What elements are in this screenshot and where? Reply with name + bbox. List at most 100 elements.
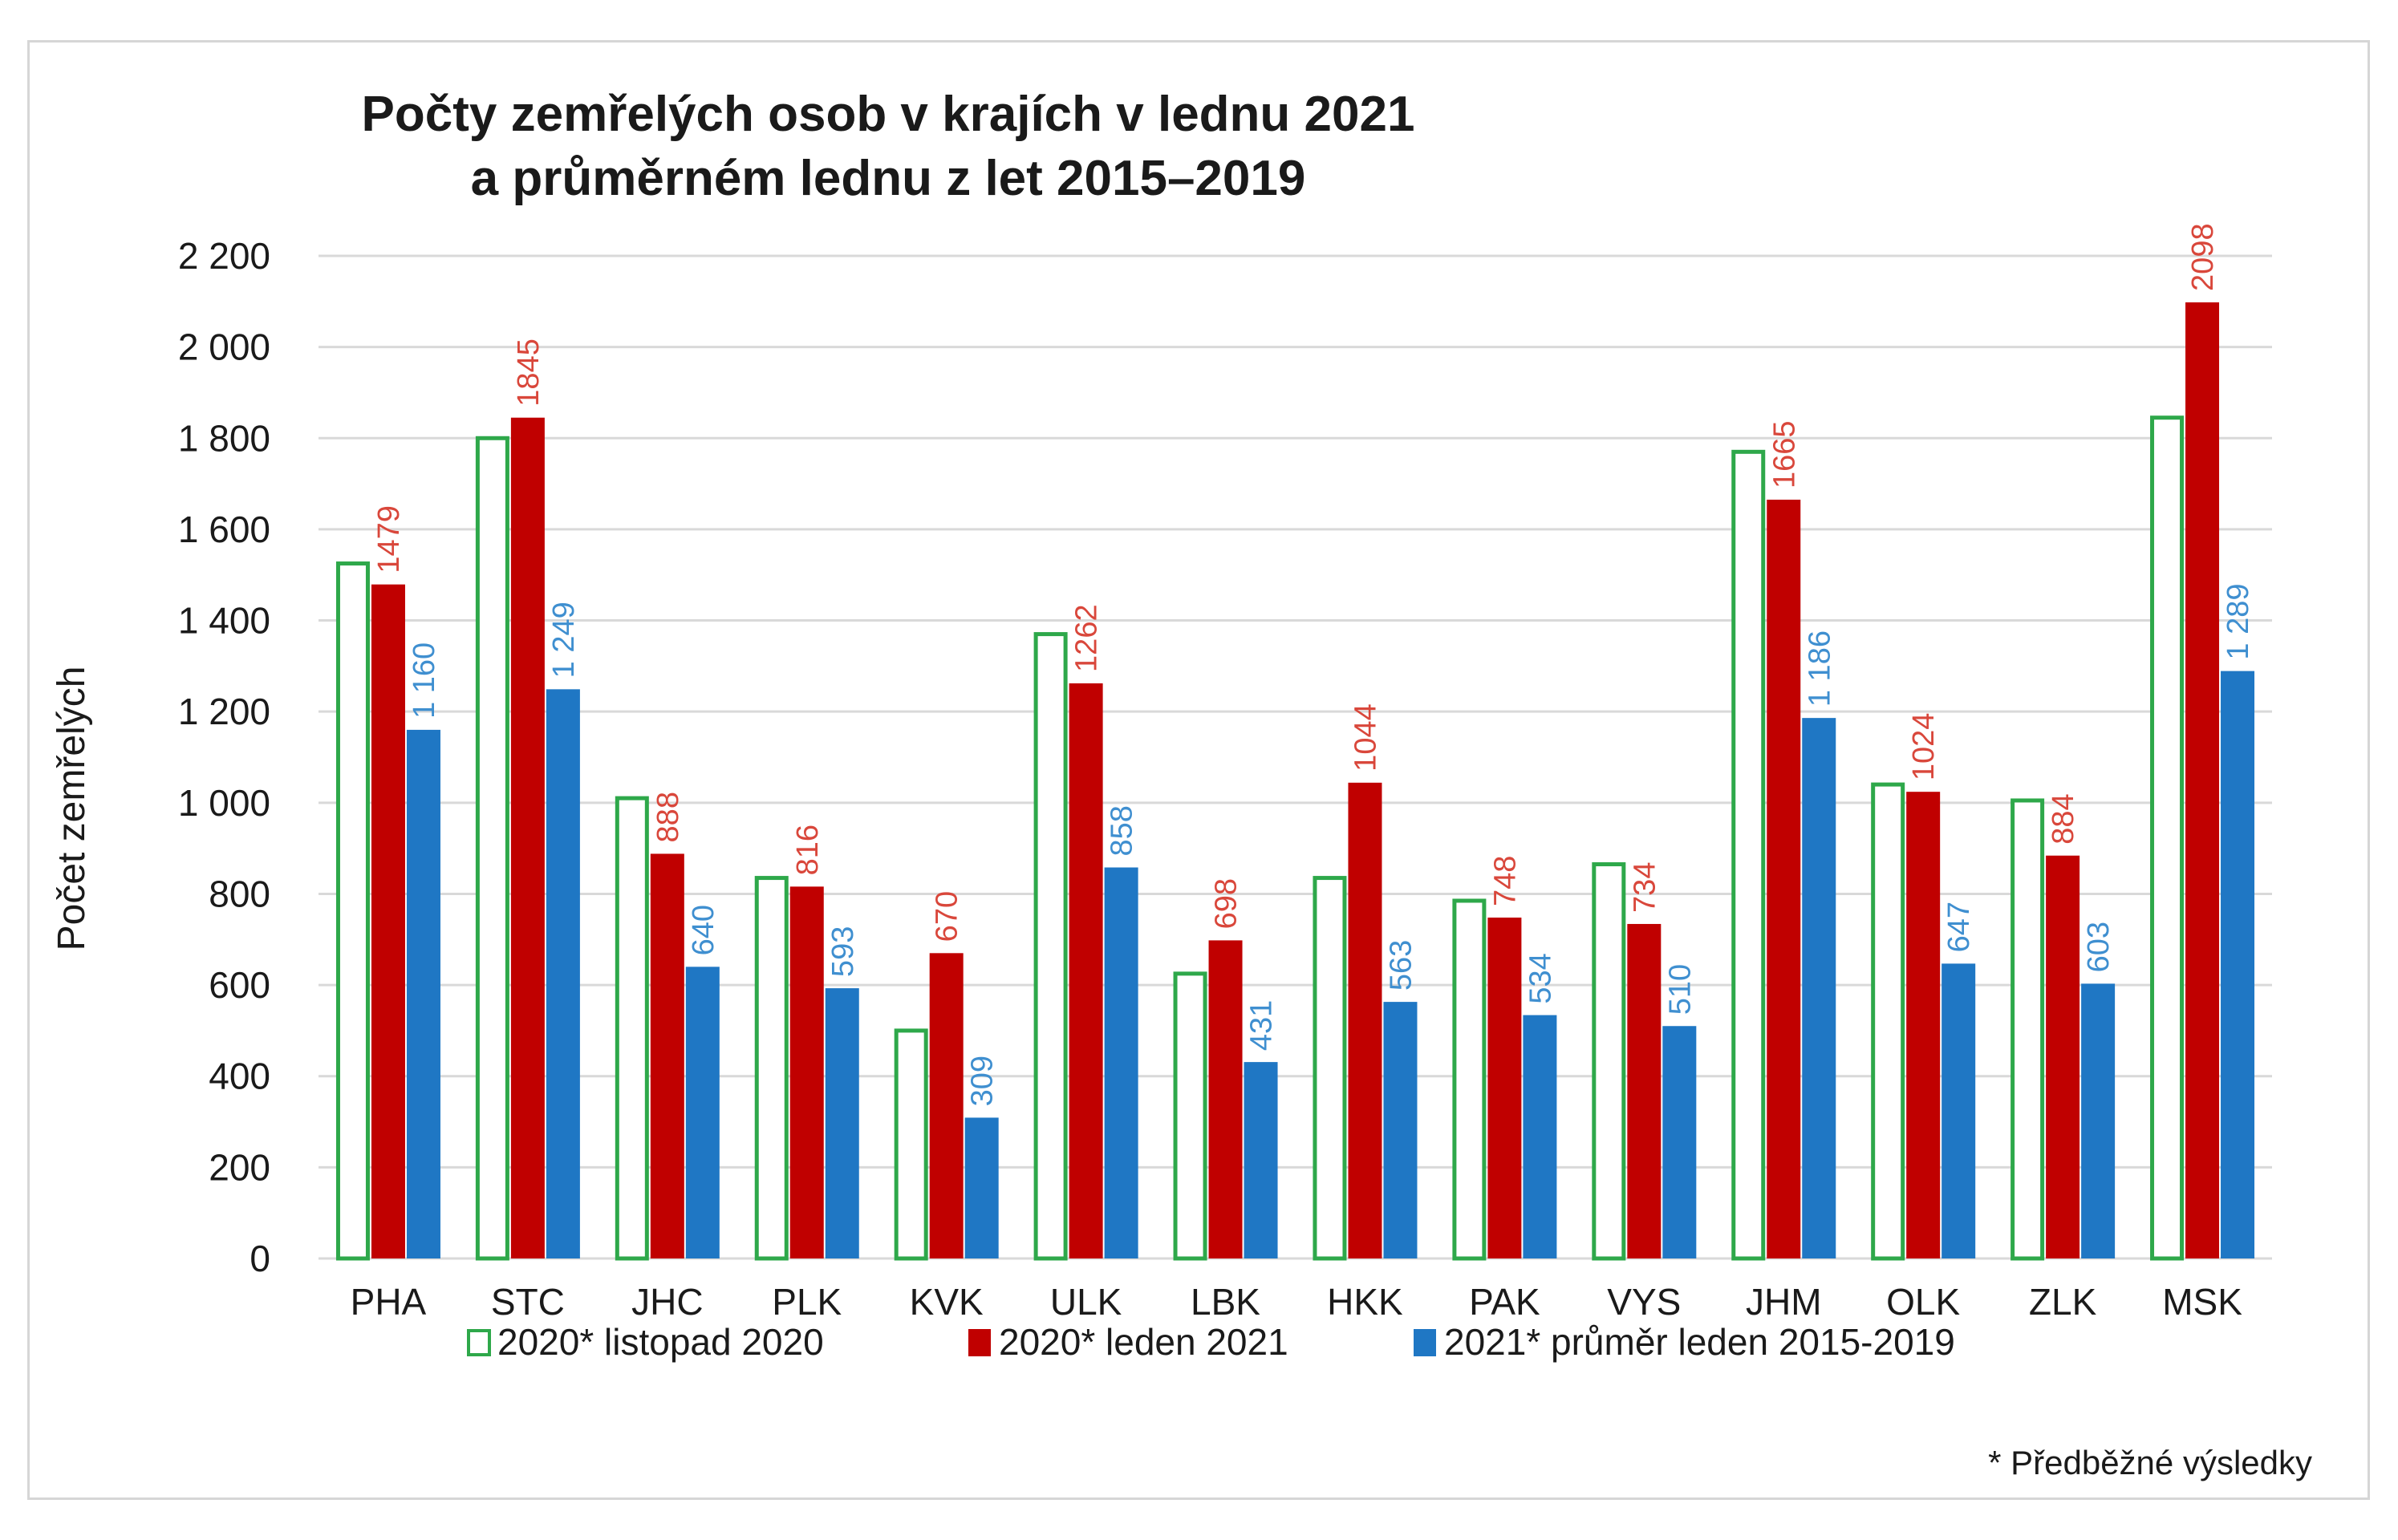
data-label-msk-series-3: 1 289 [2221,584,2255,660]
bar-stc-series-2 [510,417,545,1258]
bar-hkk-series-3 [1383,1002,1418,1258]
bar-kvk-series-3 [964,1117,999,1258]
bar-kvk-series-1 [894,1028,928,1261]
bar-ulk-series-2 [1069,683,1103,1258]
bar-kvk-series-2 [929,953,964,1258]
data-label-hkk-series-2: 1044 [1349,703,1382,772]
legend-swatch-series-3 [1414,1329,1436,1356]
data-label-vys-series-3: 510 [1663,964,1697,1015]
x-category-label: PAK [1469,1281,1540,1323]
data-label-plk-series-3: 593 [826,926,860,977]
data-label-zlk-series-3: 603 [2082,922,2116,972]
bar-msk-series-2 [2185,302,2220,1258]
y-tick-label: 1 800 [178,417,270,459]
y-axis-label: Počet zemřelých [51,667,93,951]
legend-label-series-3: 2021* průměr leden 2015-2019 [1444,1321,1955,1363]
y-tick-label: 1 000 [178,782,270,824]
x-category-label: MSK [2162,1281,2242,1323]
y-axis-ticks: 0 200 400 600 800 1 000 1 200 1 400 1 600 1 800 2 … [178,235,270,1279]
data-label-olk-series-3: 647 [1942,902,1976,952]
y-tick-label: 400 [209,1056,270,1097]
bar-ulk-series-1 [1033,632,1068,1261]
data-label-lbk-series-3: 431 [1245,1000,1279,1051]
x-category-label: VYS [1607,1281,1681,1323]
bar-pak-series-1 [1452,898,1487,1261]
x-category-label: STC [491,1281,565,1323]
y-tick-label: 1 400 [178,600,270,642]
data-label-zlk-series-2: 884 [2047,793,2080,844]
bar-pha-series-2 [371,584,405,1258]
x-axis-categories: PHA STC JHC PLK KVK ULK LBK HKK PAK VYS JHM OLK ZLK M… [351,1281,2243,1323]
chart-title-line-2: a průměrném lednu z let 2015–2019 [471,151,1306,206]
bar-pha-series-3 [406,729,440,1258]
y-tick-label: 2 200 [178,235,270,277]
legend: 2020* listopad 2020 2020* leden 2021 2021*… [467,1321,1955,1363]
data-label-plk-series-2: 816 [791,825,825,875]
bar-olk-series-1 [1871,782,1905,1261]
gridlines [319,254,2272,1260]
data-label-ulk-series-3: 858 [1106,805,1139,856]
data-label-ulk-series-2: 1262 [1070,604,1104,672]
bar-stc-series-1 [475,436,509,1261]
y-tick-label: 600 [209,964,270,1006]
bar-stc-series-3 [546,689,580,1258]
x-category-label: JHM [1746,1281,1822,1323]
bar-olk-series-3 [1942,963,1976,1258]
bar-msk-series-1 [2150,415,2185,1261]
bar-plk-series-2 [789,886,824,1258]
bar-jhc-series-2 [650,853,684,1258]
data-label-olk-series-2: 1024 [1907,713,1941,781]
data-label-lbk-series-2: 698 [1210,878,1244,929]
bar-zlk-series-1 [2011,798,2045,1261]
data-label-stc-series-2: 1845 [512,338,546,407]
bar-plk-series-3 [825,988,859,1258]
x-category-label: PHA [351,1281,427,1323]
bar-olk-series-2 [1906,792,1941,1258]
y-tick-label: 2 000 [178,326,270,368]
data-label-jhm-series-3: 1 186 [1803,630,1836,707]
bar-plk-series-1 [754,876,789,1261]
bar-lbk-series-3 [1244,1062,1278,1258]
bar-vys-series-1 [1592,862,1626,1261]
legend-swatch-series-2 [968,1329,991,1356]
bar-pha-series-1 [335,561,370,1261]
chart-frame: Počty zemřelých osob v krajích v lednu 2… [27,40,2370,1500]
data-label-stc-series-3: 1 249 [547,602,581,678]
bar-jhm-series-2 [1767,499,1801,1258]
x-category-label: OLK [1886,1281,1960,1323]
x-category-label: LBK [1191,1281,1260,1323]
y-tick-label: 200 [209,1146,270,1188]
bar-pak-series-3 [1523,1015,1557,1258]
bar-pak-series-2 [1487,918,1522,1258]
data-label-pha-series-2: 1479 [372,505,406,573]
bar-jhm-series-3 [1802,718,1836,1258]
bar-msk-series-3 [2221,671,2255,1258]
x-category-label: JHC [631,1281,703,1323]
data-label-pak-series-3: 534 [1524,953,1557,1003]
bar-chart: Počty zemřelých osob v krajích v lednu 2… [51,87,2312,1481]
y-tick-label: 1 200 [178,691,270,732]
bar-jhc-series-1 [615,796,649,1261]
x-category-label: PLK [772,1281,842,1323]
bar-hkk-series-1 [1313,876,1347,1261]
legend-swatch-series-1 [467,1329,491,1356]
legend-label-series-1: 2020* listopad 2020 [497,1321,824,1363]
x-category-label: ULK [1050,1281,1122,1323]
bar-zlk-series-2 [2046,855,2080,1258]
y-tick-label: 800 [209,873,270,914]
footnote: * Předběžné výsledky [1988,1444,2312,1481]
bar-lbk-series-2 [1208,940,1243,1258]
bar-ulk-series-3 [1104,867,1138,1258]
data-label-pak-series-2: 748 [1488,856,1522,906]
data-label-jhc-series-2: 888 [651,792,685,842]
data-labels: 1479 1 160 1845 1 249 888 640 816 593 670 309 1262… [372,223,2255,1106]
chart-title-line-1: Počty zemřelých osob v krajích v lednu 2… [362,87,1415,142]
x-category-label: KVK [910,1281,984,1323]
bar-jhm-series-1 [1731,449,1766,1261]
bar-zlk-series-3 [2081,983,2116,1258]
bar-lbk-series-1 [1173,971,1207,1261]
y-tick-label: 0 [250,1238,270,1279]
data-label-vys-series-2: 734 [1628,862,1662,913]
y-tick-label: 1 600 [178,509,270,550]
bar-jhc-series-3 [685,967,720,1258]
